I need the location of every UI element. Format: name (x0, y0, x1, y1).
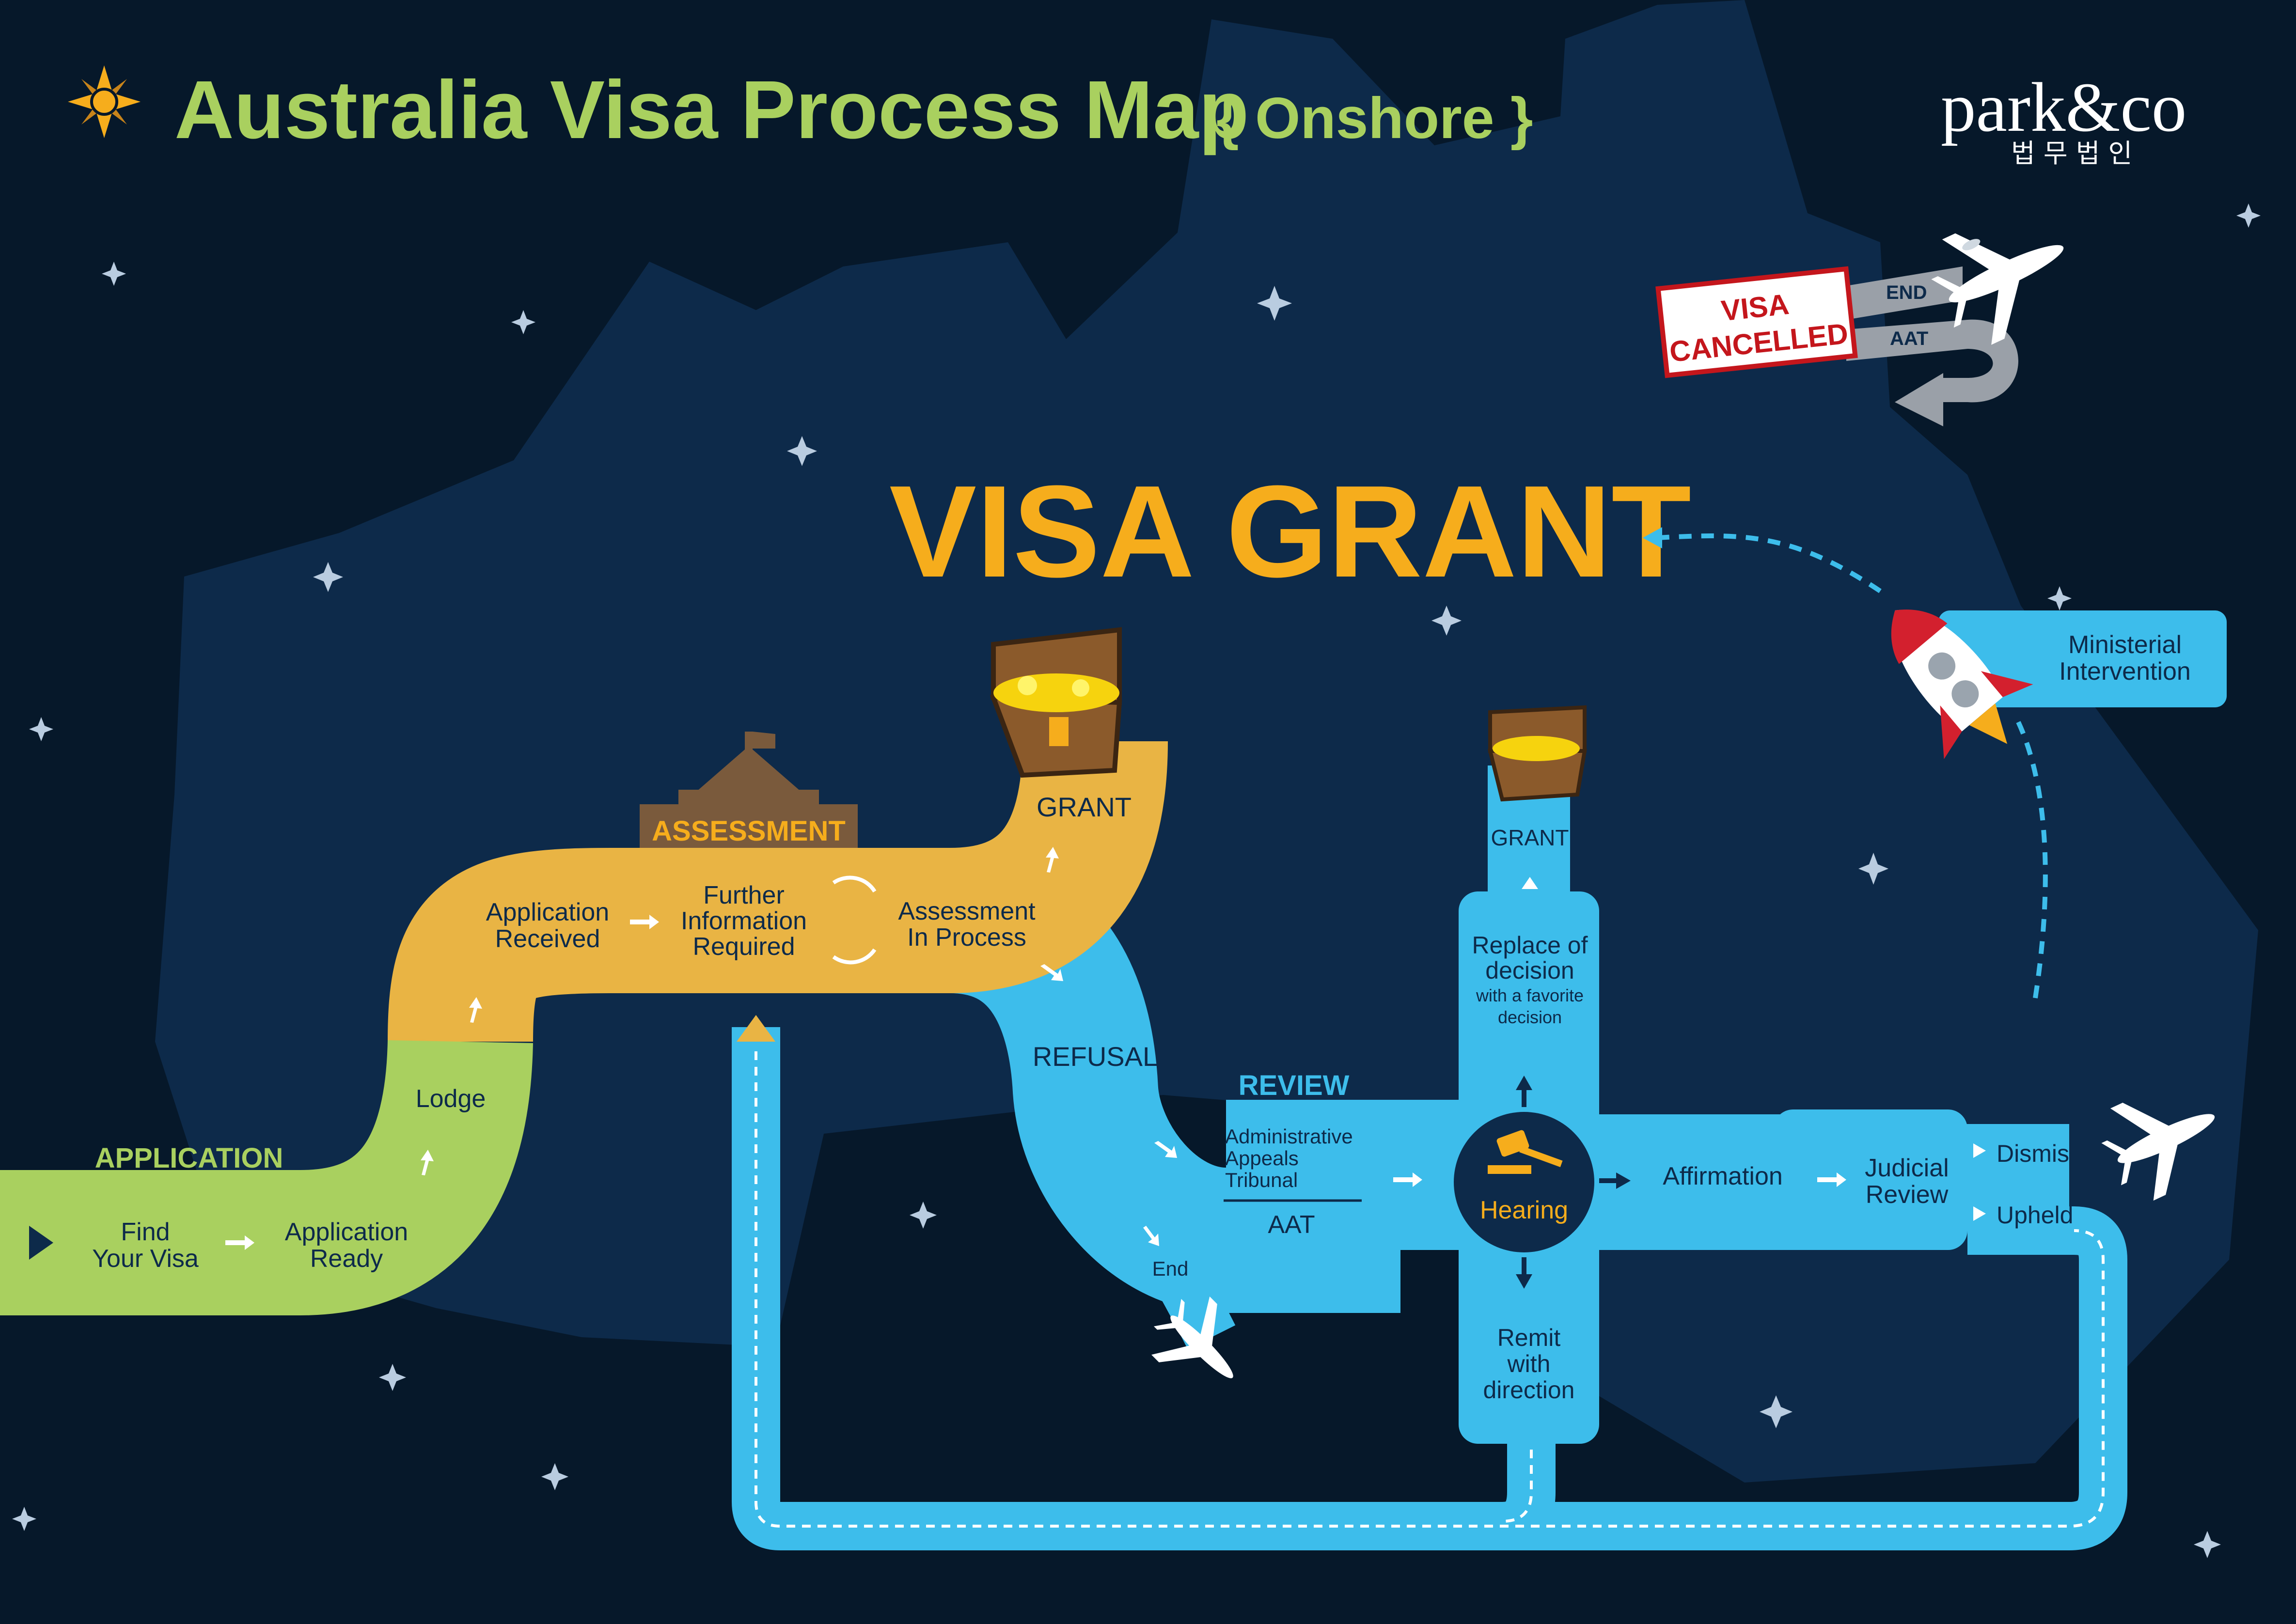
remit-line3: direction (1483, 1376, 1575, 1404)
judicial-road (1774, 1109, 1967, 1250)
grant-label: GRANT (1037, 792, 1132, 822)
review-label: REVIEW (1239, 1070, 1350, 1101)
rocket-icon (1891, 609, 2033, 759)
hearing-label: Hearing (1480, 1196, 1568, 1224)
aat-label: AAT (1890, 328, 1928, 349)
find-your-visa-line1: Find (121, 1218, 170, 1246)
application-ready-line2: Ready (310, 1245, 383, 1273)
dismissal-label: Dismissal (1997, 1140, 2100, 1167)
refusal-label: REFUSAL (1033, 1041, 1158, 1072)
treasure-chest-icon (990, 627, 1122, 778)
assessment-in-process-line1: Assessment (898, 897, 1036, 925)
application-route (0, 1039, 533, 1315)
junction-arrows (1516, 1076, 1631, 1289)
remit-connector (1501, 1434, 1556, 1550)
remit-line1: Remit (1497, 1324, 1561, 1351)
further-info-line2: Information (681, 907, 807, 935)
visa-grant-heading: VISA GRANT (889, 459, 1691, 605)
end-label: End (1152, 1257, 1189, 1280)
find-your-visa-line2: Your Visa (92, 1245, 199, 1273)
small-treasure-chest-icon (1487, 705, 1587, 802)
further-info-line1: Further (703, 881, 785, 909)
compass-icon (68, 65, 141, 138)
ministerial-line1: Ministerial (2068, 631, 2182, 659)
aat-road (1846, 319, 2018, 403)
airplane-icon-dismissal (2101, 1102, 2215, 1201)
return-arrow-tip (737, 1015, 775, 1042)
page-title: Australia Visa Process Map (174, 64, 1249, 156)
judicial-review-line1: Judicial (1865, 1154, 1949, 1182)
application-label: APPLICATION (95, 1142, 283, 1174)
assessment-banner: ASSESSMENT (652, 815, 846, 847)
review-grant-label: GRANT (1491, 825, 1569, 850)
replace-note-line2: decision (1498, 1007, 1562, 1027)
replace-decision-line2: decision (1485, 957, 1574, 984)
refusal-end-route (1091, 1150, 1236, 1349)
upheld-label: Upheld (1997, 1202, 2073, 1229)
remit-line2: with (1507, 1350, 1551, 1377)
visa-cancelled-group: END AAT VISA CANCELLED (1655, 233, 2064, 426)
ministerial-arrow-icon (1643, 527, 1662, 548)
ministerial-line2: Intervention (2059, 657, 2191, 686)
ministerial-arc (2013, 716, 2048, 999)
cancelled-line-1: VISA (1720, 288, 1791, 327)
application-received-line2: Received (495, 925, 600, 953)
page-subtitle: { Onshore } (1216, 86, 1533, 151)
play-icon (29, 1226, 53, 1260)
end-label: END (1886, 282, 1927, 303)
affirmation-label: Affirmation (1663, 1162, 1783, 1190)
ministerial-arc-top (1657, 533, 1882, 593)
lodge-label: Lodge (416, 1085, 486, 1113)
flow-arrows (225, 847, 1846, 1250)
application-ready-line1: Application (285, 1218, 408, 1246)
logo: park&co (1941, 69, 2186, 146)
assessment-route (388, 740, 1168, 1042)
upheld-arrow-icon (1973, 1206, 1986, 1221)
assessment-in-process-line2: In Process (907, 923, 1026, 952)
cycle-arrow-icon (832, 875, 877, 893)
judicial-review-line2: Review (1866, 1181, 1949, 1209)
further-info-line3: Required (692, 933, 795, 961)
dismissal-road (1958, 1124, 2069, 1211)
stars (12, 203, 2261, 1558)
dismissal-arrow-icon (1973, 1143, 1986, 1158)
replace-decision-line1: Replace of (1472, 932, 1588, 959)
parliament-icon (640, 732, 858, 848)
gavel-icon (1488, 1130, 1563, 1174)
cycle-arrow-icon-2 (832, 948, 877, 965)
airplane-icon (1931, 233, 2064, 345)
hearing-circle (1454, 1112, 1594, 1252)
aat-label: AAT (1268, 1211, 1315, 1239)
tribunal-line3: Tribunal (1225, 1169, 1298, 1191)
return-route-dashes (755, 1051, 2105, 1528)
remit-dashes (1502, 1434, 1533, 1523)
tribunal-line2: Appeals (1225, 1147, 1299, 1170)
aat-return-arrow (1895, 373, 1943, 426)
airplane-icon-end (1151, 1296, 1233, 1378)
logo-korean: 법 무 법 인 (2011, 138, 2132, 169)
visa-cancelled-sign: VISA CANCELLED (1655, 266, 1858, 378)
tribunal-line1: Administrative (1225, 1125, 1353, 1148)
application-received-line1: Application (486, 898, 609, 926)
replace-note-line1: with a favorite (1476, 985, 1584, 1005)
